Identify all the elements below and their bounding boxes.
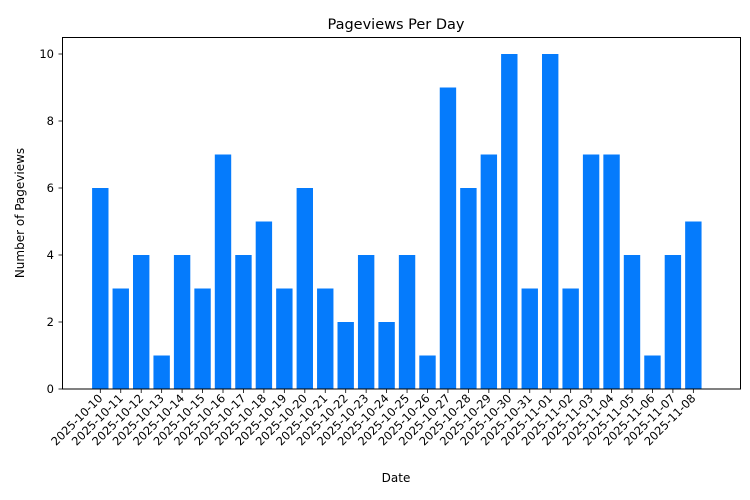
bar bbox=[501, 54, 518, 389]
bar bbox=[378, 322, 395, 389]
bar bbox=[112, 288, 129, 389]
x-axis-label: Date bbox=[382, 471, 411, 485]
bar bbox=[296, 188, 313, 389]
bar bbox=[357, 255, 375, 389]
bar bbox=[133, 255, 150, 389]
y-tick-label: 4 bbox=[47, 248, 54, 262]
bars-group bbox=[92, 54, 702, 389]
y-tick-label: 2 bbox=[47, 315, 54, 329]
y-tick-label: 10 bbox=[39, 47, 54, 61]
bar bbox=[644, 355, 661, 389]
y-tick-label: 8 bbox=[47, 114, 54, 128]
x-axis: 2025-10-102025-10-112025-10-122025-10-13… bbox=[48, 389, 698, 448]
plot-frame bbox=[62, 37, 741, 390]
bar bbox=[153, 355, 170, 389]
bar bbox=[337, 322, 354, 389]
bar bbox=[460, 188, 477, 389]
bar bbox=[194, 288, 211, 389]
bar bbox=[317, 288, 334, 389]
bar bbox=[664, 255, 682, 389]
bar bbox=[439, 87, 457, 389]
y-axis-label: Number of Pageviews bbox=[13, 148, 27, 278]
bar bbox=[255, 221, 273, 389]
bar bbox=[92, 188, 109, 389]
bar bbox=[419, 355, 436, 389]
bar bbox=[214, 154, 232, 389]
bar bbox=[562, 288, 579, 389]
bar bbox=[480, 154, 498, 389]
bar bbox=[398, 255, 416, 389]
chart-title: Pageviews Per Day bbox=[327, 17, 464, 33]
y-tick-label: 0 bbox=[47, 382, 54, 396]
bar bbox=[542, 54, 559, 389]
bar bbox=[235, 255, 252, 389]
bar bbox=[276, 288, 293, 389]
bar bbox=[623, 255, 641, 389]
bar bbox=[582, 154, 600, 389]
bar bbox=[521, 288, 538, 389]
y-tick-label: 6 bbox=[47, 181, 54, 195]
y-axis: 0 2 4 6 8 10 bbox=[39, 47, 63, 396]
bar bbox=[603, 154, 620, 389]
bar bbox=[173, 255, 191, 389]
bar bbox=[685, 221, 702, 389]
